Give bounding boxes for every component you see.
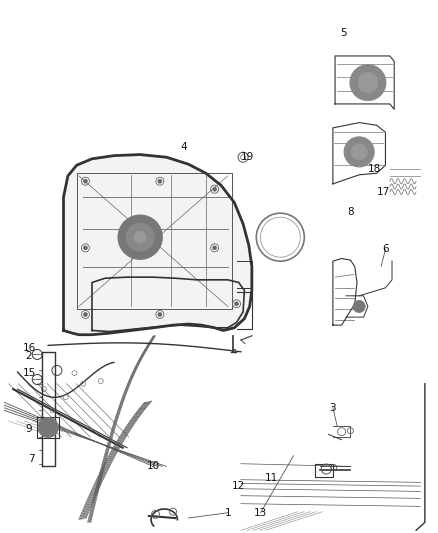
Text: 5: 5 <box>340 28 347 38</box>
Circle shape <box>212 246 217 250</box>
Text: 13: 13 <box>254 508 267 518</box>
Text: 11: 11 <box>265 473 278 483</box>
Text: 18: 18 <box>368 165 381 174</box>
Circle shape <box>344 137 374 167</box>
Text: 6: 6 <box>382 245 389 254</box>
Circle shape <box>83 179 88 183</box>
Text: 4: 4 <box>180 142 187 151</box>
Circle shape <box>358 72 378 93</box>
Text: 3: 3 <box>329 403 336 413</box>
Text: 8: 8 <box>347 207 354 217</box>
Circle shape <box>134 231 146 243</box>
Circle shape <box>350 64 386 101</box>
Circle shape <box>126 223 154 251</box>
Text: 2: 2 <box>25 351 32 361</box>
Circle shape <box>351 144 367 160</box>
Circle shape <box>158 179 162 183</box>
Polygon shape <box>64 155 252 335</box>
Circle shape <box>234 302 239 306</box>
Text: 10: 10 <box>147 462 160 471</box>
Circle shape <box>212 187 217 191</box>
Circle shape <box>83 246 88 250</box>
Circle shape <box>118 215 162 259</box>
Text: 19: 19 <box>241 152 254 162</box>
Text: 15: 15 <box>23 368 36 378</box>
Text: 12: 12 <box>232 481 245 491</box>
Circle shape <box>353 301 365 312</box>
Text: 1: 1 <box>224 508 231 518</box>
Text: 9: 9 <box>25 424 32 434</box>
Text: 7: 7 <box>28 455 35 464</box>
Circle shape <box>83 312 88 317</box>
Circle shape <box>158 312 162 317</box>
Circle shape <box>38 417 58 438</box>
Text: 17: 17 <box>377 187 390 197</box>
Text: 16: 16 <box>23 343 36 352</box>
